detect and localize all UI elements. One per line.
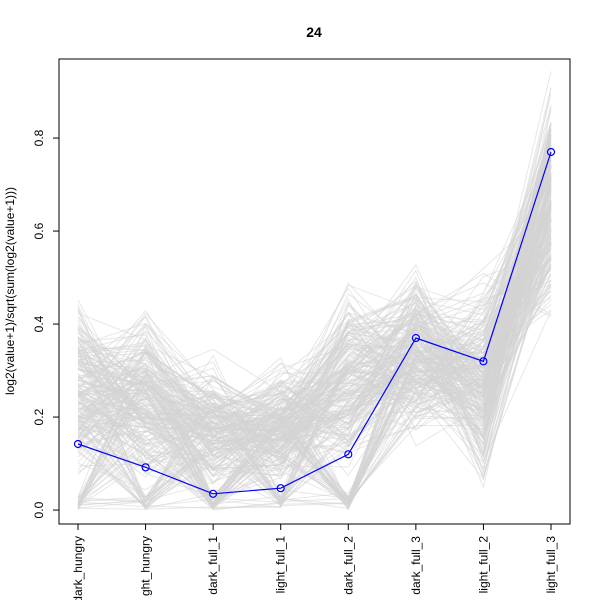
background-series-line bbox=[77, 284, 552, 506]
background-series-line bbox=[77, 168, 552, 505]
x-tick-label: light_full_1 bbox=[274, 536, 288, 594]
background-series-line bbox=[77, 186, 552, 465]
y-tick-label: 0.0 bbox=[32, 501, 46, 518]
background-series-line bbox=[77, 144, 552, 510]
highlight-point bbox=[479, 357, 488, 366]
background-series-line bbox=[77, 244, 552, 438]
background-series-line bbox=[77, 181, 552, 498]
background-series-line bbox=[77, 284, 552, 497]
background-series-line bbox=[77, 202, 552, 476]
background-series-line bbox=[77, 202, 552, 425]
background-series-line bbox=[77, 204, 552, 470]
background-series-line bbox=[77, 244, 552, 477]
x-tick-label: light_full_3 bbox=[544, 536, 558, 594]
highlight-point bbox=[344, 450, 353, 459]
highlight-series-line bbox=[77, 151, 552, 495]
background-series-line bbox=[77, 236, 552, 445]
background-series-line bbox=[77, 173, 552, 505]
background-series-line bbox=[77, 234, 552, 460]
background-series-line bbox=[77, 134, 552, 454]
y-tick-label: 0.8 bbox=[32, 129, 46, 146]
highlight-point bbox=[73, 439, 83, 449]
y-tick-label: 0.6 bbox=[32, 222, 46, 239]
background-series-line bbox=[77, 173, 552, 473]
background-series-line bbox=[77, 284, 552, 508]
background-series-line bbox=[77, 263, 552, 450]
background-series-line bbox=[77, 210, 552, 511]
background-series-line bbox=[77, 267, 552, 499]
x-tick-label: dark_full_2 bbox=[341, 536, 355, 595]
background-series-line bbox=[77, 190, 552, 453]
background-series-line bbox=[77, 186, 552, 465]
highlight-point bbox=[546, 147, 556, 157]
y-tick-label: 0.2 bbox=[32, 408, 46, 425]
background-series-line bbox=[77, 248, 552, 504]
highlight-series-group bbox=[73, 147, 556, 498]
background-series-line bbox=[77, 124, 552, 507]
background-series-line bbox=[77, 268, 552, 510]
x-axis: dark_hungry ght_hungry dark_full_1 light_fu… bbox=[71, 524, 558, 603]
background-series-line bbox=[77, 239, 552, 471]
background-series-line bbox=[77, 189, 552, 505]
background-series-line bbox=[77, 209, 552, 511]
background-series-line bbox=[77, 227, 552, 503]
x-tick-label: dark_full_1 bbox=[206, 536, 220, 595]
background-series-line bbox=[77, 181, 552, 457]
highlight-point bbox=[411, 333, 420, 343]
highlight-point bbox=[209, 489, 218, 498]
x-tick-label: dark_full_3 bbox=[409, 536, 423, 595]
y-axis-label: log2(value+1)/sqrt(sum(log2(value+1))) bbox=[3, 187, 17, 395]
highlight-point bbox=[141, 463, 150, 472]
chart-title: 24 bbox=[306, 24, 322, 40]
background-series-line bbox=[77, 250, 552, 509]
background-series-line bbox=[77, 257, 552, 502]
highlight-point bbox=[276, 484, 285, 493]
background-series-line bbox=[77, 259, 552, 503]
background-series-line bbox=[77, 199, 552, 446]
y-tick-label: 0.4 bbox=[32, 315, 46, 332]
x-tick-label: ght_hungry bbox=[139, 536, 153, 596]
background-series-group bbox=[77, 71, 552, 511]
background-series-line bbox=[77, 136, 552, 454]
x-tick-label: light_full_2 bbox=[476, 536, 490, 594]
background-series-line bbox=[77, 245, 552, 499]
plot-frame bbox=[58, 58, 571, 525]
background-series-line bbox=[77, 150, 552, 509]
x-tick-label: dark_hungry bbox=[71, 536, 85, 600]
y-axis: 0.0 0.2 0.4 0.6 0.8 bbox=[32, 129, 59, 518]
background-series-line bbox=[77, 129, 552, 452]
